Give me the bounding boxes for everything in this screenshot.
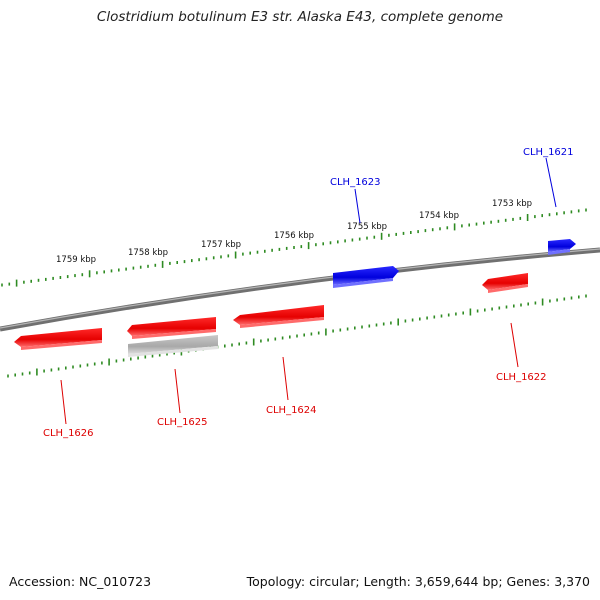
leader-clh-1622 (510, 322, 519, 368)
leader-clh-1625 (174, 368, 181, 414)
kbp-label-1757: 1757 kbp (201, 240, 241, 250)
scale-ticks-outer (1, 208, 587, 287)
leader-clh-1626 (60, 379, 67, 425)
gene-label-clh-1625[interactable]: CLH_1625 (157, 417, 208, 428)
gene-clh-1625-pseudo[interactable] (128, 335, 218, 357)
leader-clh-1621 (545, 157, 557, 208)
leader-clh-1624 (282, 356, 289, 401)
genome-backbone (0, 247, 600, 332)
kbp-label-1755: 1755 kbp (347, 222, 387, 232)
gene-label-clh-1626[interactable]: CLH_1626 (43, 428, 94, 439)
gene-label-clh-1623[interactable]: CLH_1623 (330, 177, 381, 188)
kbp-label-1756: 1756 kbp (274, 231, 314, 241)
gene-clh-1625[interactable] (127, 317, 216, 339)
kbp-label-1754: 1754 kbp (419, 211, 459, 221)
leader-clh-1623 (354, 188, 361, 224)
gene-clh-1623[interactable] (333, 266, 399, 288)
gene-clh-1624[interactable] (233, 305, 324, 328)
kbp-label-1758: 1758 kbp (128, 248, 168, 258)
gene-label-clh-1624[interactable]: CLH_1624 (266, 405, 317, 416)
kbp-label-1753: 1753 kbp (492, 199, 532, 209)
kbp-label-1759: 1759 kbp (56, 255, 96, 265)
accession-text: Accession: NC_010723 (9, 574, 152, 589)
genome-backbone-highlight (0, 248, 600, 329)
gene-clh-1626[interactable] (14, 328, 102, 350)
gene-label-clh-1622[interactable]: CLH_1622 (496, 372, 547, 383)
scale-ticks-inner (7, 294, 587, 378)
gene-clh-1622[interactable] (482, 273, 528, 293)
gene-clh-1621[interactable] (548, 239, 576, 255)
genome-title: Clostridium botulinum E3 str. Alaska E43… (96, 9, 504, 25)
genome-summary-text: Topology: circular; Length: 3,659,644 bp… (246, 574, 590, 589)
gene-label-clh-1621[interactable]: CLH_1621 (523, 147, 574, 158)
